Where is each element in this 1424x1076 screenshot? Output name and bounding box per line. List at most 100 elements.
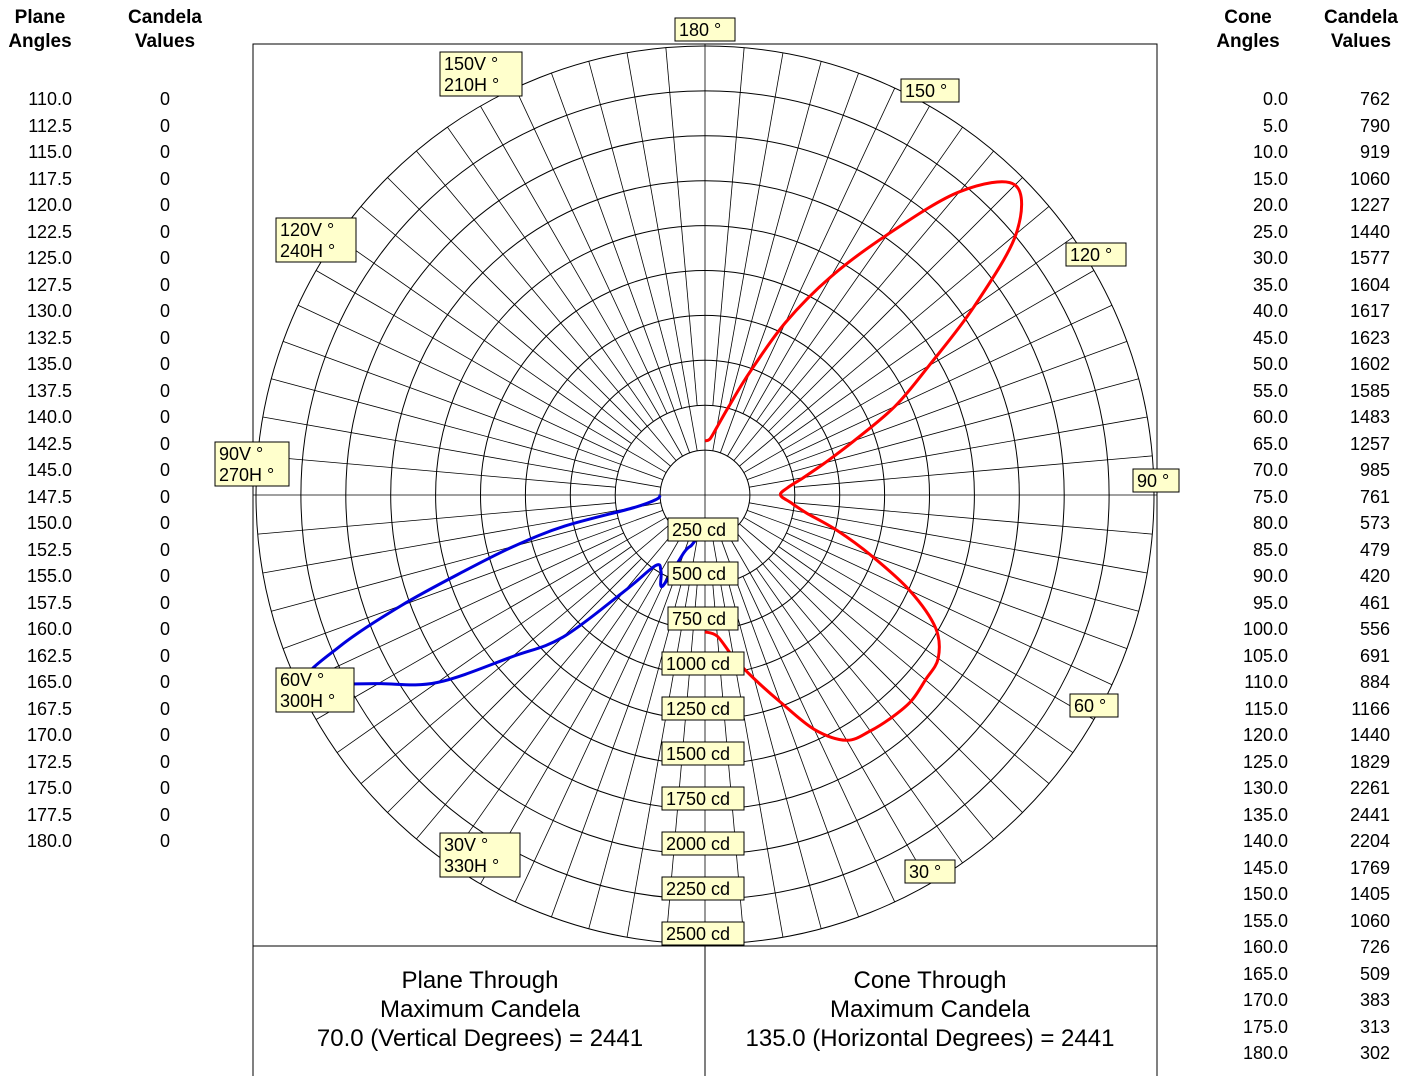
angle-cell: 170.0 [1242, 990, 1288, 1010]
table-row: 152.5 0 [0, 537, 220, 564]
radial-grid-line [282, 341, 663, 481]
candela-cell: 2204 [1349, 831, 1390, 851]
angle-cell: 20.0 [1252, 195, 1288, 215]
radial-tick-label-box [661, 876, 745, 901]
table-row: 157.5 0 [0, 590, 220, 617]
radial-tick-label-text: 1250 cd [666, 699, 730, 719]
angle-cell: 175.0 [26, 778, 72, 798]
candela-cell: 0 [159, 619, 170, 639]
angle-label-180: 180 ° [674, 17, 736, 42]
angle-cell: 130.0 [26, 301, 72, 321]
radial-tick-label: 500 cd [667, 561, 739, 586]
table-row: 145.0 0 [0, 457, 220, 484]
cone-summary: Cone Through Maximum Candela 135.0 (Hori… [705, 966, 1155, 1053]
table-row: 30.0 1577 [1200, 245, 1424, 272]
table-row: 130.0 0 [0, 298, 220, 325]
table-row: 55.0 1585 [1200, 378, 1424, 405]
angle-cell: 90.0 [1252, 566, 1288, 586]
table-row: 135.0 2441 [1200, 802, 1424, 829]
table-row: 112.5 0 [0, 113, 220, 140]
table-row: 160.0 0 [0, 616, 220, 643]
candela-cell: 1602 [1349, 354, 1390, 374]
radial-tick-label-box [661, 651, 745, 676]
radial-tick-label-text: 750 cd [672, 609, 726, 629]
table-row: 155.0 0 [0, 563, 220, 590]
radial-tick-label: 1500 cd [661, 741, 745, 766]
angle-label-90v: 90V °270H ° [214, 441, 290, 487]
radial-tick-label-text: 250 cd [672, 520, 726, 540]
angle-label-180-box [674, 17, 736, 42]
table-row: 145.0 1769 [1200, 855, 1424, 882]
table-row: 160.0 726 [1200, 934, 1424, 961]
radial-grid-line [733, 150, 994, 461]
angle-cell: 5.0 [1262, 115, 1288, 136]
candela-cell: 0 [159, 168, 170, 189]
candela-cell: 1829 [1349, 751, 1390, 772]
candela-cell: 0 [159, 89, 170, 109]
angle-cell: 170.0 [26, 725, 72, 745]
angle-label-150v-box [439, 51, 523, 97]
radial-grid-line [626, 52, 698, 451]
radial-tick-label-box [667, 517, 739, 542]
cone-candela-header-line1: Candela [1324, 7, 1398, 28]
angle-cell: 155.0 [1242, 910, 1288, 931]
candela-cell: 420 [1359, 566, 1390, 586]
radial-tick-label: 1000 cd [661, 651, 745, 676]
candela-cell: 1405 [1349, 884, 1390, 904]
table-row: 180.0 302 [1200, 1040, 1424, 1067]
angle-cell: 95.0 [1252, 592, 1288, 613]
table-row: 175.0 0 [0, 775, 220, 802]
angle-cell: 162.5 [26, 645, 72, 666]
candela-cell: 479 [1359, 539, 1390, 560]
candela-cell: 0 [159, 221, 170, 242]
candela-cell: 0 [159, 645, 170, 666]
candela-cell: 383 [1359, 990, 1390, 1010]
angle-label-90: 90 ° [1132, 468, 1180, 493]
angle-label-60: 60 ° [1069, 693, 1119, 718]
angle-label-120v: 120V °240H ° [275, 217, 357, 263]
radial-grid-line [480, 533, 683, 885]
table-row: 70.0 985 [1200, 457, 1424, 484]
table-row: 165.0 509 [1200, 961, 1424, 988]
angle-label-90v-box [214, 441, 290, 487]
radial-grid-line [749, 416, 1148, 488]
table-row: 125.0 0 [0, 245, 220, 272]
radial-tick-label-text: 1500 cd [666, 744, 730, 764]
angle-label-60-text: 60 ° [1074, 696, 1106, 716]
radial-grid-line [626, 539, 698, 938]
candela-cell: 0 [159, 327, 170, 348]
plane-candela-header-line1: Candela [128, 7, 202, 28]
candela-cell: 790 [1359, 115, 1390, 136]
table-row: 132.5 0 [0, 325, 220, 352]
candela-cell: 0 [159, 804, 170, 825]
table-row: 110.0 0 [0, 86, 220, 113]
table-row: 75.0 761 [1200, 484, 1424, 511]
angle-cell: 150.0 [1242, 884, 1288, 904]
angle-label-120v-text: 120V ° [280, 220, 334, 240]
radial-tick-label-text: 1000 cd [666, 654, 730, 674]
radial-tick-label-text: 500 cd [672, 564, 726, 584]
candela-cell: 1623 [1349, 327, 1390, 348]
plane-summary-line1: Plane Through [401, 967, 559, 994]
table-row: 35.0 1604 [1200, 272, 1424, 299]
table-row: 177.5 0 [0, 802, 220, 829]
table-row: 165.0 0 [0, 669, 220, 696]
cone-angles-header-line1: Cone [1224, 7, 1272, 28]
angle-cell: 70.0 [1252, 460, 1288, 480]
angle-cell: 152.5 [26, 539, 72, 560]
angle-label-60-box [1069, 693, 1119, 718]
table-row: 117.5 0 [0, 166, 220, 193]
candela-cell: 556 [1359, 619, 1390, 639]
angle-cell: 135.0 [1242, 804, 1288, 825]
angle-cell: 125.0 [1242, 751, 1288, 772]
angle-label-30-box [904, 859, 956, 884]
radial-grid-line [739, 523, 1050, 784]
angle-cell: 80.0 [1252, 513, 1288, 533]
candela-cell: 1257 [1349, 433, 1390, 454]
angle-cell: 65.0 [1252, 433, 1288, 454]
table-row: 125.0 1829 [1200, 749, 1424, 776]
plane-angles-table: 110.0 0 112.5 0 115.0 0 117.5 0 120.0 0 122.5 0 125.… [0, 86, 220, 855]
radial-tick-label: 250 cd [667, 517, 739, 542]
table-row: 80.0 573 [1200, 510, 1424, 537]
